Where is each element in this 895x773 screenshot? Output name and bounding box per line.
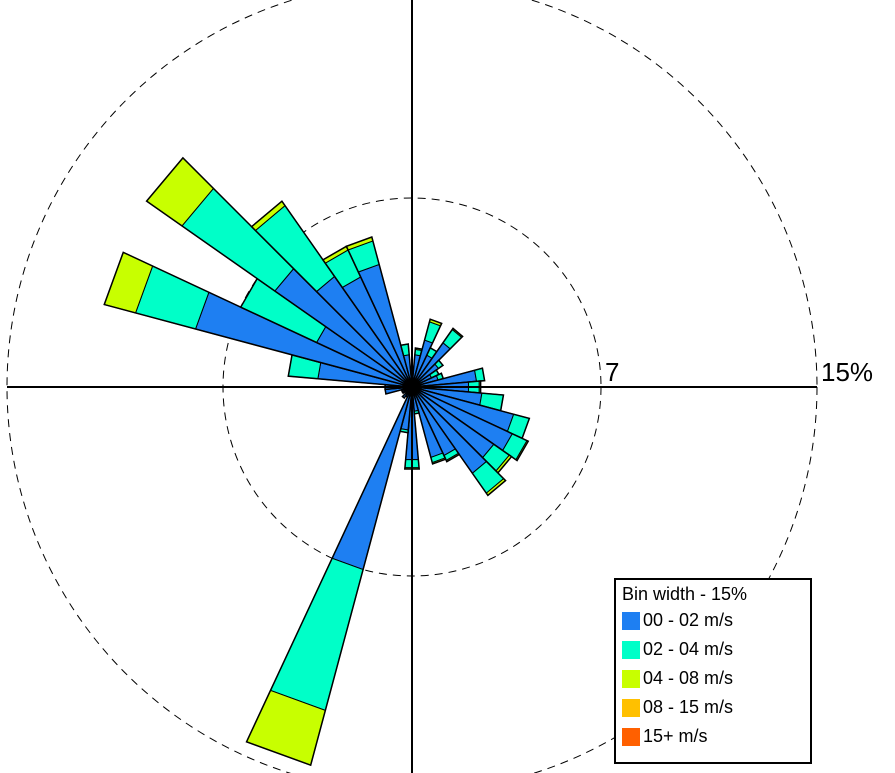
legend-label: 00 - 02 m/s — [643, 610, 734, 630]
ring-label-layer: 7 15% — [605, 357, 873, 387]
legend-entry: 08 - 15 m/s — [622, 693, 810, 722]
petal-340 — [345, 236, 413, 388]
legend-entries: 00 - 02 m/s 02 - 04 m/s 04 - 08 m/s 08 - 15… — [622, 606, 810, 751]
ring-label-1: 7 — [605, 357, 619, 387]
petal-40 — [411, 327, 464, 388]
petal-layer — [103, 156, 531, 767]
petal-200-segment-2 — [269, 557, 364, 712]
legend-swatch — [622, 669, 640, 688]
legend-entry: 04 - 08 m/s — [622, 664, 810, 693]
legend-swatch — [622, 698, 640, 717]
petal-340-outline — [345, 236, 413, 388]
legend-swatch — [622, 611, 640, 630]
legend-title: Bin width - 15% — [622, 584, 748, 604]
legend-swatch — [622, 640, 640, 659]
legend-label: 08 - 15 m/s — [643, 697, 734, 717]
legend-entry: 15+ m/s — [622, 722, 810, 751]
legend-label: 04 - 08 m/s — [643, 668, 734, 688]
petal-160-outline — [411, 386, 447, 465]
petal-310 — [145, 156, 413, 388]
axis-layer — [7, 0, 817, 773]
legend: Bin width - 15% 00 - 02 m/s 02 - 04 m/s 04… — [614, 578, 812, 764]
legend-label: 15+ m/s — [643, 726, 708, 746]
petal-160 — [411, 386, 447, 465]
petal-350-outline — [399, 343, 413, 388]
petal-350 — [399, 343, 413, 388]
ring-label-2: 15% — [821, 357, 873, 387]
petal-290 — [103, 251, 413, 388]
legend-label: 02 - 04 m/s — [643, 639, 734, 659]
legend-swatch — [622, 727, 640, 746]
legend-entry: 02 - 04 m/s — [622, 635, 810, 664]
petal-200-outline — [245, 386, 413, 767]
legend-entry: 00 - 02 m/s — [622, 606, 810, 635]
petal-200 — [245, 386, 413, 767]
